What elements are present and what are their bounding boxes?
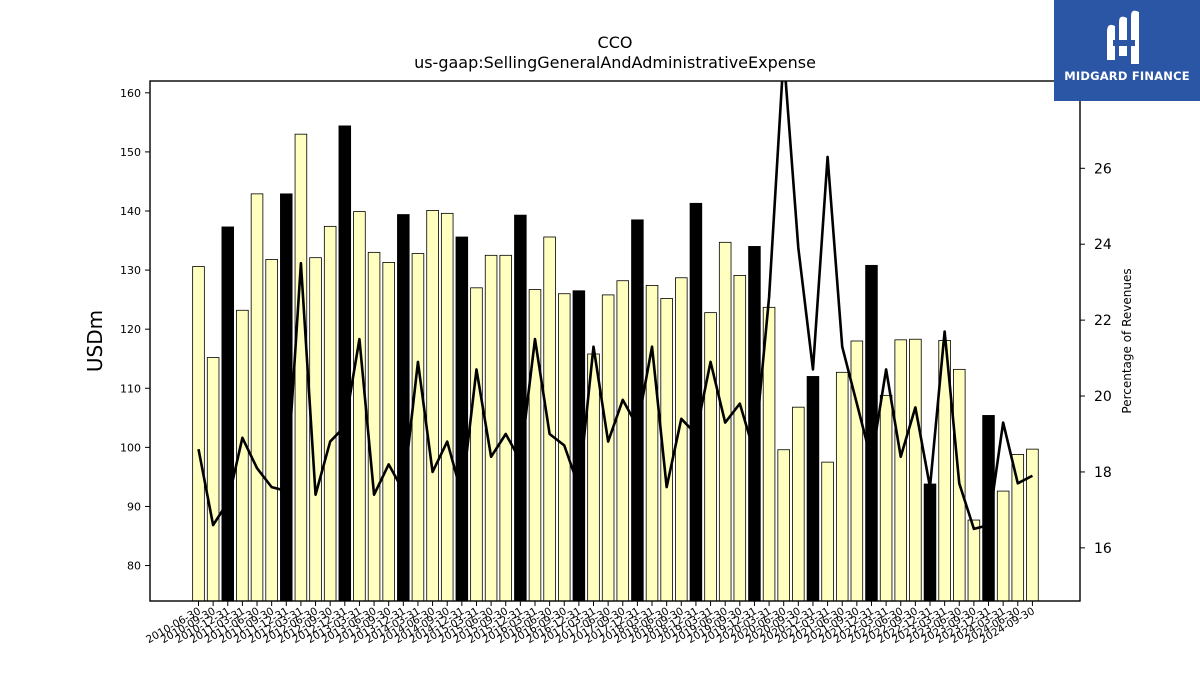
bar — [967, 519, 981, 602]
chart-subtitle: us-gaap:SellingGeneralAndAdministrativeE… — [414, 53, 816, 72]
bar — [250, 193, 264, 602]
bar — [206, 357, 220, 602]
bar — [499, 254, 512, 602]
midgard-finance-logo: MIDGARD FINANCE — [1054, 0, 1200, 101]
bar — [909, 338, 922, 602]
bar — [514, 214, 527, 602]
bar — [689, 202, 703, 602]
bar — [294, 133, 308, 602]
y2-axis-label: Percentage of Revenues — [1120, 268, 1134, 413]
bar — [748, 246, 761, 602]
bar — [440, 212, 454, 602]
bar — [455, 236, 469, 602]
y-tick-label: 140 — [120, 205, 141, 218]
bar — [996, 490, 1010, 602]
bar — [645, 285, 659, 602]
y-tick-label: 90 — [127, 500, 141, 513]
y2-tick-label: 18 — [1094, 465, 1112, 481]
y-tick-label: 120 — [120, 323, 141, 336]
bar — [397, 214, 410, 602]
bar — [528, 289, 542, 602]
bar — [777, 449, 790, 602]
y-tick-label: 100 — [120, 441, 141, 454]
bar — [543, 236, 556, 602]
bar — [338, 125, 352, 602]
bar — [367, 251, 381, 602]
bar — [601, 294, 615, 602]
bar — [470, 287, 483, 602]
bar — [733, 275, 747, 602]
bar — [280, 193, 293, 602]
y-axis-label: USDm — [83, 310, 107, 372]
y2-tick-label: 22 — [1094, 313, 1112, 329]
bar — [835, 371, 849, 602]
bar — [923, 483, 937, 602]
bar — [821, 461, 834, 602]
bar — [792, 406, 805, 602]
bar — [426, 210, 439, 602]
y-tick-label: 160 — [120, 87, 141, 100]
y2-tick-label: 20 — [1094, 389, 1112, 405]
plot-frame — [149, 80, 1081, 602]
bar — [850, 340, 864, 602]
bar — [1011, 454, 1025, 602]
logo-text: MIDGARD FINANCE — [1064, 69, 1190, 83]
y2-tick-label: 26 — [1094, 161, 1112, 177]
bar — [982, 415, 995, 602]
bar — [806, 376, 820, 602]
bar — [411, 253, 425, 602]
y2-tick-label: 16 — [1094, 541, 1112, 557]
y-tick-label: 150 — [120, 146, 141, 159]
y-tick-label: 130 — [120, 264, 141, 277]
bar — [382, 262, 395, 602]
bar — [704, 312, 717, 602]
bar — [221, 226, 235, 602]
y-tick-label: 110 — [120, 382, 141, 395]
bar — [616, 280, 630, 602]
bar — [265, 259, 278, 602]
bar — [1026, 448, 1039, 602]
bar — [894, 339, 907, 602]
bar — [192, 266, 205, 602]
bar — [879, 394, 893, 602]
y2-tick-label: 24 — [1094, 237, 1112, 253]
chart-title: CCO — [598, 33, 633, 52]
midgard-logo-icon — [1107, 10, 1139, 65]
bar — [323, 225, 337, 602]
bar — [353, 211, 366, 602]
series-line — [197, 81, 1034, 531]
y-tick-label: 80 — [127, 560, 141, 573]
